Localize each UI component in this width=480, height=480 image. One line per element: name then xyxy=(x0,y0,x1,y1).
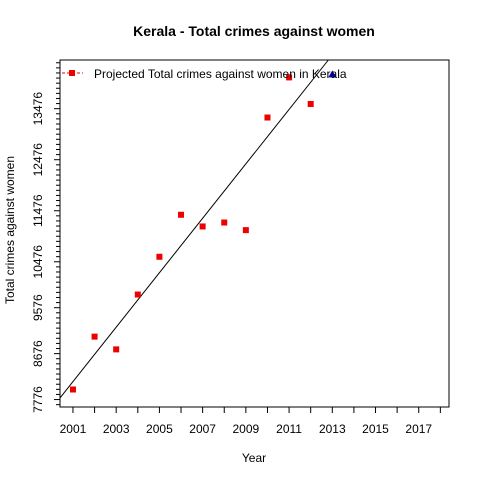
observed-point xyxy=(91,333,98,340)
x-axis: 2001 2003 2005 2007 2009 2011 2013 2015 2017 xyxy=(60,407,441,436)
x-tick-label: 2017 xyxy=(405,422,432,436)
observed-point xyxy=(221,219,228,226)
x-tick-label: 2015 xyxy=(362,422,389,436)
legend-marker xyxy=(69,70,75,76)
y-tick-label: 12476 xyxy=(31,143,45,177)
observed-point xyxy=(178,211,185,218)
y-axis: 7776 8676 9576 10476 11476 12476 13476 xyxy=(31,62,60,413)
y-tick-label: 10476 xyxy=(31,245,45,279)
observed-point xyxy=(69,386,76,393)
legend-entry-label: Projected Total crimes against women in … xyxy=(94,67,347,81)
data-points xyxy=(69,70,337,393)
x-tick-label: 2001 xyxy=(60,422,87,436)
x-tick-label: 2005 xyxy=(146,422,173,436)
chart-title: Kerala - Total crimes against women xyxy=(133,23,375,39)
observed-point xyxy=(156,253,163,260)
observed-point xyxy=(199,223,206,230)
y-tick-label: 9576 xyxy=(31,294,45,321)
y-axis-label: Total crimes against women xyxy=(3,156,17,304)
x-tick-label: 2011 xyxy=(276,422,302,436)
trend-line-group xyxy=(59,59,329,399)
observed-point xyxy=(264,114,271,121)
observed-point xyxy=(113,346,120,353)
plot-area-border xyxy=(59,59,450,408)
projected-point xyxy=(328,70,337,78)
legend: Projected Total crimes against women in … xyxy=(62,67,347,81)
trend-line xyxy=(59,59,329,399)
x-axis-label: Year xyxy=(242,451,266,465)
observed-point xyxy=(286,74,293,81)
x-tick-label: 2009 xyxy=(233,422,260,436)
observed-point xyxy=(134,291,141,298)
y-tick-label: 7776 xyxy=(31,386,45,413)
observed-point xyxy=(242,227,249,234)
y-tick-label: 8676 xyxy=(31,340,45,367)
x-tick-label: 2007 xyxy=(189,422,216,436)
y-tick-label: 13476 xyxy=(31,92,45,126)
observed-point xyxy=(307,100,314,107)
x-tick-label: 2013 xyxy=(319,422,346,436)
y-tick-label: 11476 xyxy=(31,194,45,227)
x-tick-label: 2003 xyxy=(103,422,130,436)
